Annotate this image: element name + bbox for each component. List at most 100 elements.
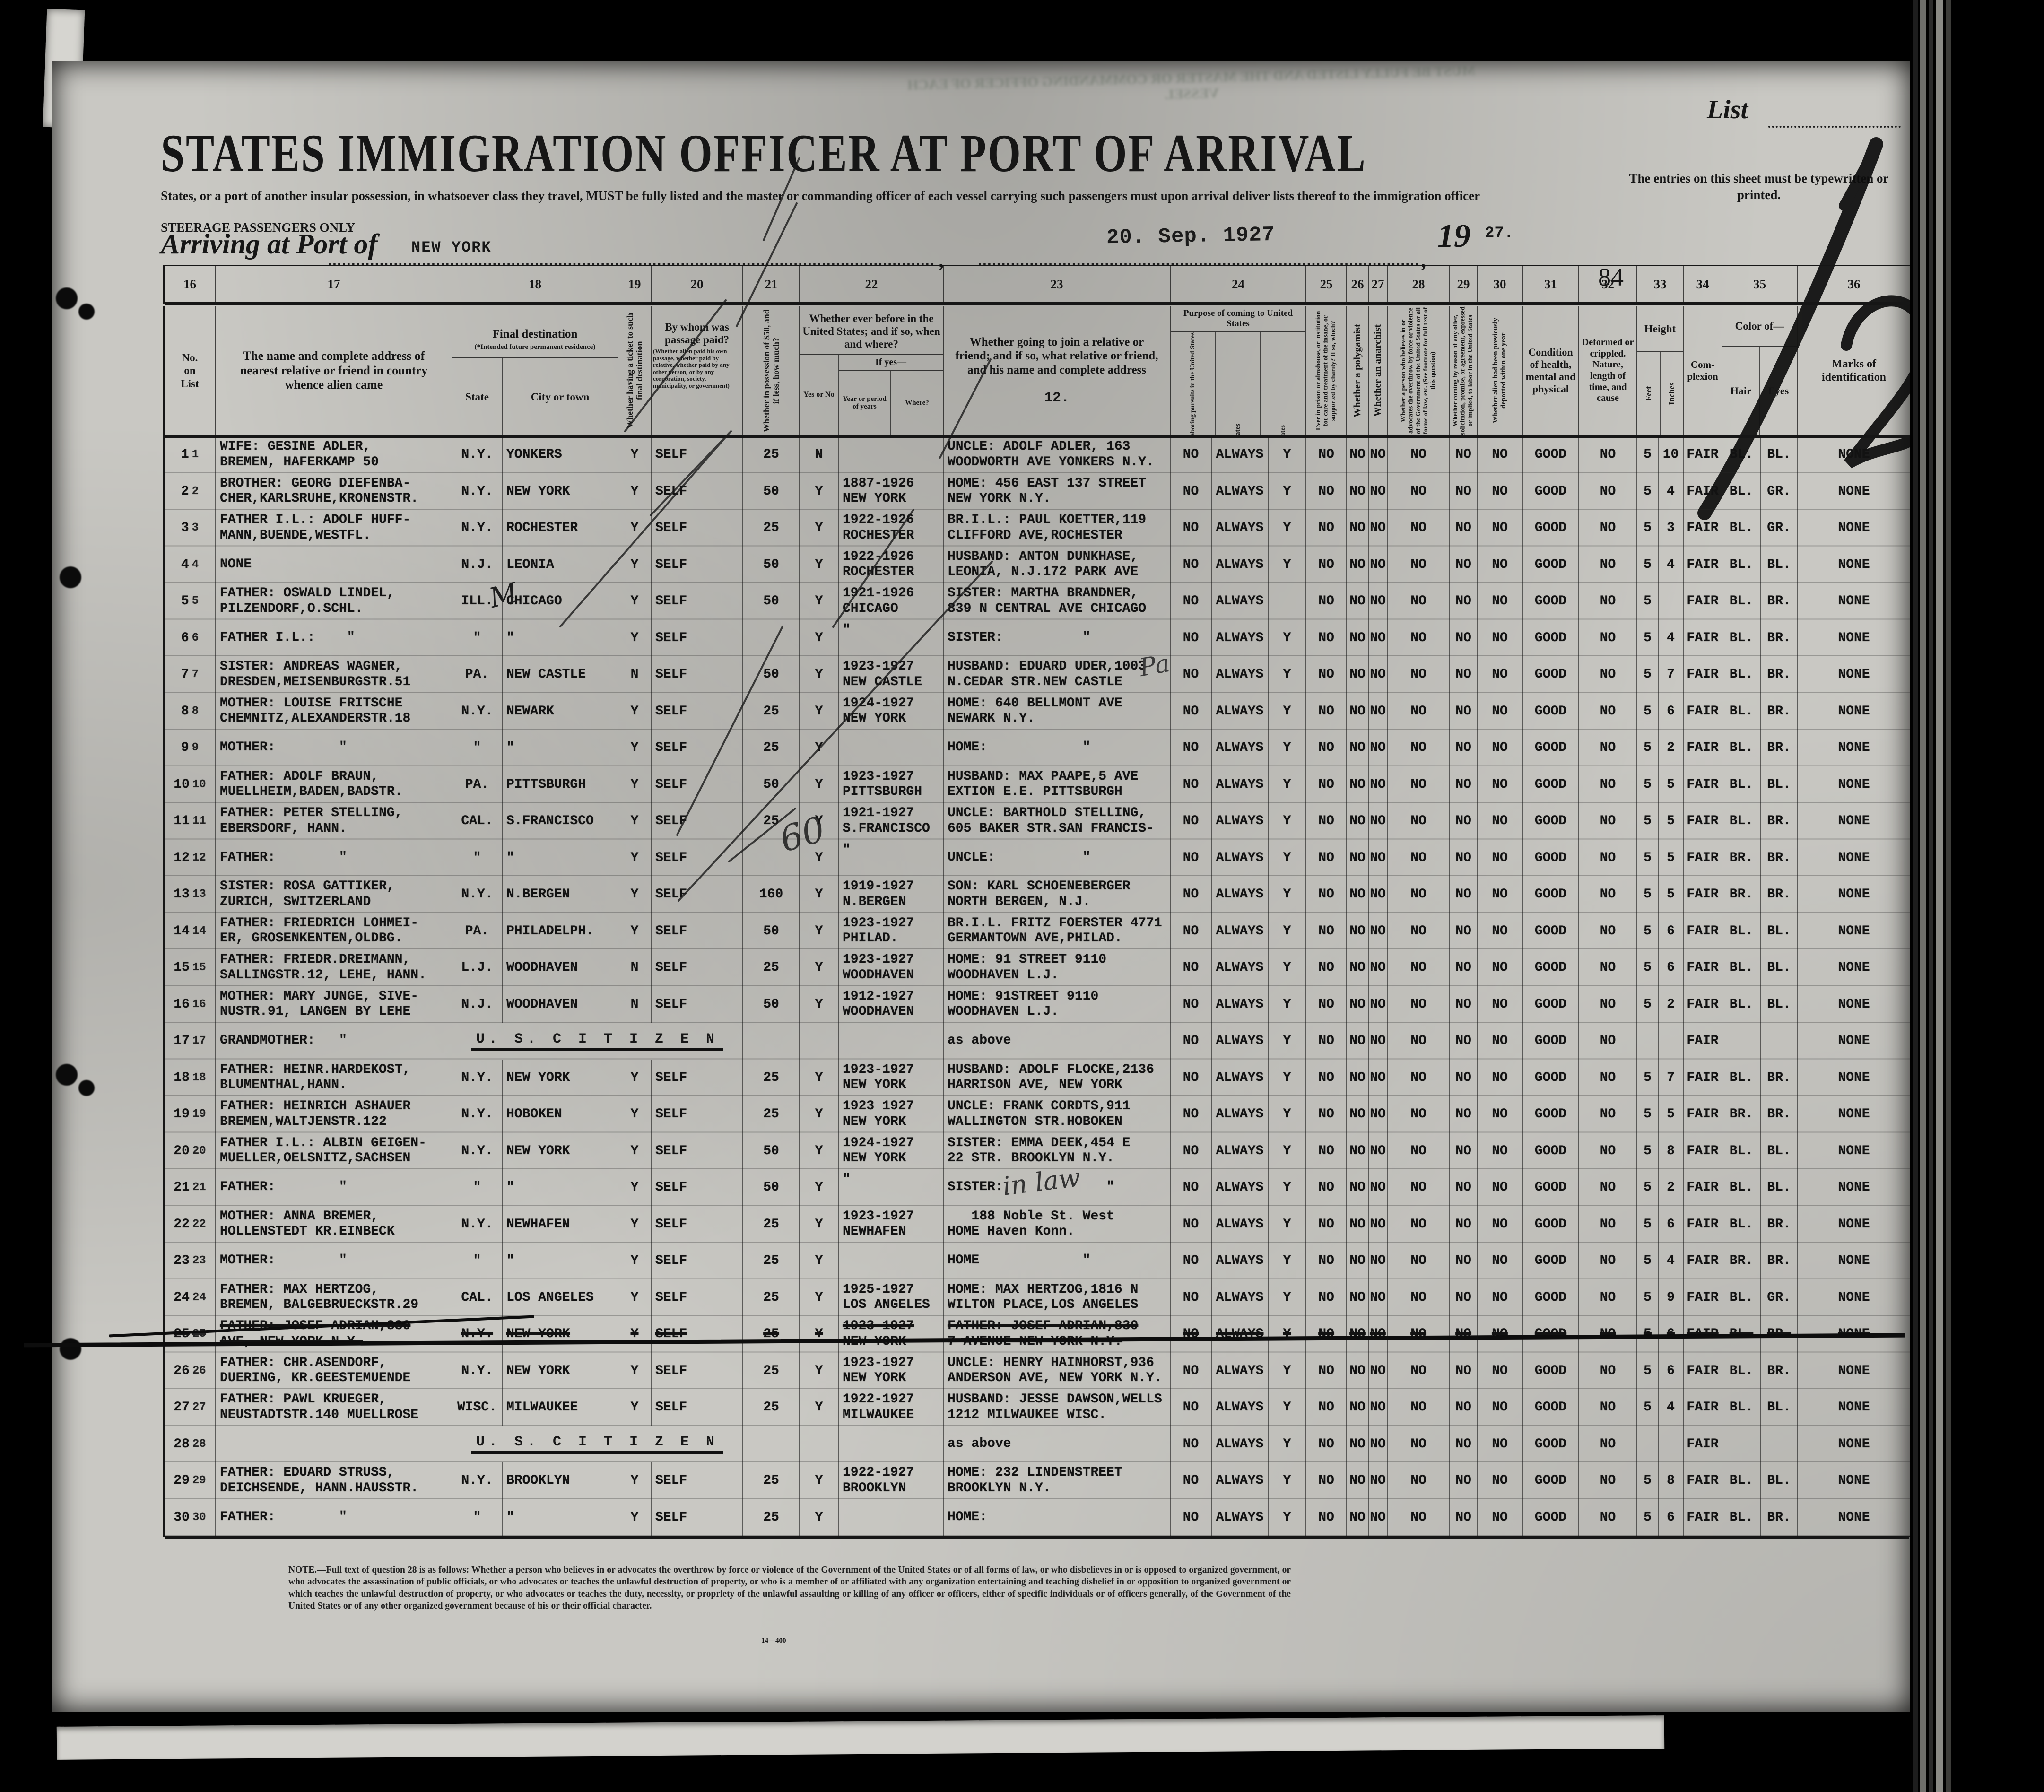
- cell-ticket: Y: [618, 913, 651, 949]
- cell-mk: NONE: [1797, 1462, 1910, 1499]
- cell-inch: 4: [1658, 473, 1683, 510]
- cell-ha: BL.: [1722, 949, 1760, 986]
- cell-ticket: Y: [618, 1462, 651, 1499]
- cell-mk: NONE: [1797, 1206, 1910, 1243]
- cell-relative-name: MOTHER: MARY JUNGE, SIVE- NUSTR.91, LANG…: [215, 986, 452, 1023]
- cell-relative-name: FATHER: PETER STELLING, EBERSDORF, HANN.: [215, 803, 452, 840]
- cell-passage-paid: SELF: [651, 766, 742, 803]
- cell-cx: FAIR: [1683, 1059, 1722, 1096]
- cell-city: S.FRANCISCO: [502, 803, 618, 840]
- cell-an: NO: [1368, 730, 1387, 766]
- cell-mk: NONE: [1797, 1059, 1910, 1096]
- cell-dp: NO: [1477, 583, 1522, 620]
- cell-money: 160: [742, 876, 799, 913]
- cell-joining-relative: 188 Noble St. West HOME Haven Konn.: [943, 1206, 1170, 1243]
- cell-pr: NO: [1305, 436, 1346, 473]
- cell-stay: ALWAYS: [1211, 510, 1268, 547]
- cell-ov: NO: [1387, 1059, 1449, 1096]
- cell-city: MILWAUKEE: [502, 1389, 618, 1426]
- cell-city: ROCHESTER: [502, 510, 618, 547]
- cell-ret: NO: [1170, 1462, 1211, 1499]
- cell-he: GOOD: [1522, 1023, 1578, 1060]
- cell-cit: Y: [1268, 546, 1305, 583]
- cell-before-year-where: 1923-1927 NEWHAFEN: [838, 1206, 943, 1243]
- cell-inch: 6: [1658, 913, 1683, 949]
- cell-joining-relative: as above: [943, 1023, 1170, 1060]
- cell-cit: Y: [1268, 913, 1305, 949]
- cell-stay: ALWAYS: [1211, 1023, 1268, 1060]
- cell-ft: 5: [1636, 1352, 1658, 1389]
- cell-cx: FAIR: [1683, 546, 1722, 583]
- cell-before-year-where: 1924-1927 NEW YORK: [838, 1132, 943, 1169]
- cell-passage-paid: SELF: [651, 1132, 742, 1169]
- cell-ha: BR.: [1722, 876, 1760, 913]
- cell-before-year-where: [838, 730, 943, 766]
- cell-cx: FAIR: [1683, 839, 1722, 876]
- cell-before-year-where: [838, 1426, 943, 1462]
- cell-joining-relative: BR.I.L.: PAUL KOETTER,119 CLIFFORD AVE,R…: [943, 510, 1170, 547]
- cell-money: 50: [742, 656, 799, 693]
- cell-lb: NO: [1449, 1316, 1477, 1353]
- cell-list-number: 15 15: [163, 949, 215, 986]
- punch-hole: [60, 566, 81, 588]
- cell-ticket: Y: [618, 510, 651, 547]
- cell-he: GOOD: [1522, 693, 1578, 730]
- cell-he: GOOD: [1522, 1059, 1578, 1096]
- cell-ft: 5: [1636, 619, 1658, 656]
- cell-relative-name: SISTER: ROSA GATTIKER, ZURICH, SWITZERLA…: [215, 876, 452, 913]
- cell-he: GOOD: [1522, 1316, 1578, 1353]
- cell-relative-name: GRANDMOTHER: ": [215, 1023, 452, 1060]
- cell-dp: NO: [1477, 766, 1522, 803]
- cell-inch: 4: [1658, 1243, 1683, 1279]
- cell-mk: NONE: [1797, 1389, 1910, 1426]
- cell-money: [742, 619, 799, 656]
- cell-cx: FAIR: [1683, 1462, 1722, 1499]
- cell-city: BROOKLYN: [502, 1462, 618, 1499]
- cell-before-yesno: Y: [799, 949, 838, 986]
- port-value: NEW YORK: [411, 239, 492, 256]
- cell-stay: ALWAYS: [1211, 1279, 1268, 1316]
- cell-ov: NO: [1387, 1279, 1449, 1316]
- cell-mk: NONE: [1797, 583, 1910, 620]
- cell-inch: [1658, 1426, 1683, 1462]
- cell-relative-name: FATHER: PAWL KRUEGER, NEUSTADTSTR.140 MU…: [215, 1389, 452, 1426]
- cell-cit: Y: [1268, 473, 1305, 510]
- cell-state: ": [452, 1499, 502, 1536]
- cell-ticket: Y: [618, 1169, 651, 1206]
- cell-mk: NONE: [1797, 766, 1910, 803]
- cell-ey: BL.: [1760, 546, 1797, 583]
- cell-ey: BR.: [1760, 1352, 1797, 1389]
- cell-joining-relative: HOME: 456 EAST 137 STREET NEW YORK N.Y.: [943, 473, 1170, 510]
- comma: ,: [939, 249, 944, 272]
- cell-an: NO: [1368, 546, 1387, 583]
- cell-cx: FAIR: [1683, 583, 1722, 620]
- cell-mk: NONE: [1797, 1169, 1910, 1206]
- cell-ticket: Y: [618, 473, 651, 510]
- cell-ft: 5: [1636, 656, 1658, 693]
- cell-relative-name: FATHER: FRIEDRICH LOHMEI- ER, GROSENKENT…: [215, 913, 452, 949]
- cell-before-year-where: 1887-1926 NEW YORK: [838, 473, 943, 510]
- cell-relative-name: FATHER I.L.: ALBIN GEIGEN- MUELLER,OELSN…: [215, 1132, 452, 1169]
- cell-cx: FAIR: [1683, 473, 1722, 510]
- cell-mk: NONE: [1797, 949, 1910, 986]
- cell-ha: BL.: [1722, 510, 1760, 547]
- cell-ft: 5: [1636, 876, 1658, 913]
- table-body: 1 1 WIFE: GESINE ADLER, BREMEN, HAFERKAMP …: [163, 436, 1910, 1537]
- cell-joining-relative: HOME: 91 STREET 9110 WOODHAVEN L.J.: [943, 949, 1170, 986]
- cell-passage-paid: SELF: [651, 1096, 742, 1133]
- cell-money: [742, 1023, 799, 1060]
- cell-joining-relative: UNCLE: HENRY HAINHORST,936 ANDERSON AVE,…: [943, 1352, 1170, 1389]
- cell-joining-relative: HUSBAND: ANTON DUNKHASE, LEONIA, N.J.172…: [943, 546, 1170, 583]
- table-row: 18 18 FATHER: HEINR.HARDEKOST, BLUMENTHAL,…: [163, 1059, 1910, 1096]
- cell-inch: 4: [1658, 1389, 1683, 1426]
- cell-before-yesno: Y: [799, 1316, 838, 1353]
- cell-ha: BL.: [1722, 1132, 1760, 1169]
- table-row: 19 19 FATHER: HEINRICH ASHAUER BREMEN,WALT…: [163, 1096, 1910, 1133]
- cell-relative-name: [215, 1426, 452, 1462]
- cell-pr: NO: [1305, 1316, 1346, 1353]
- cell-state: ": [452, 1243, 502, 1279]
- cell-ft: 5: [1636, 839, 1658, 876]
- table-row: 28 28 U. S. C I T I Z E N as above NO ALWAYS…: [163, 1426, 1910, 1462]
- cell-ticket: Y: [618, 876, 651, 913]
